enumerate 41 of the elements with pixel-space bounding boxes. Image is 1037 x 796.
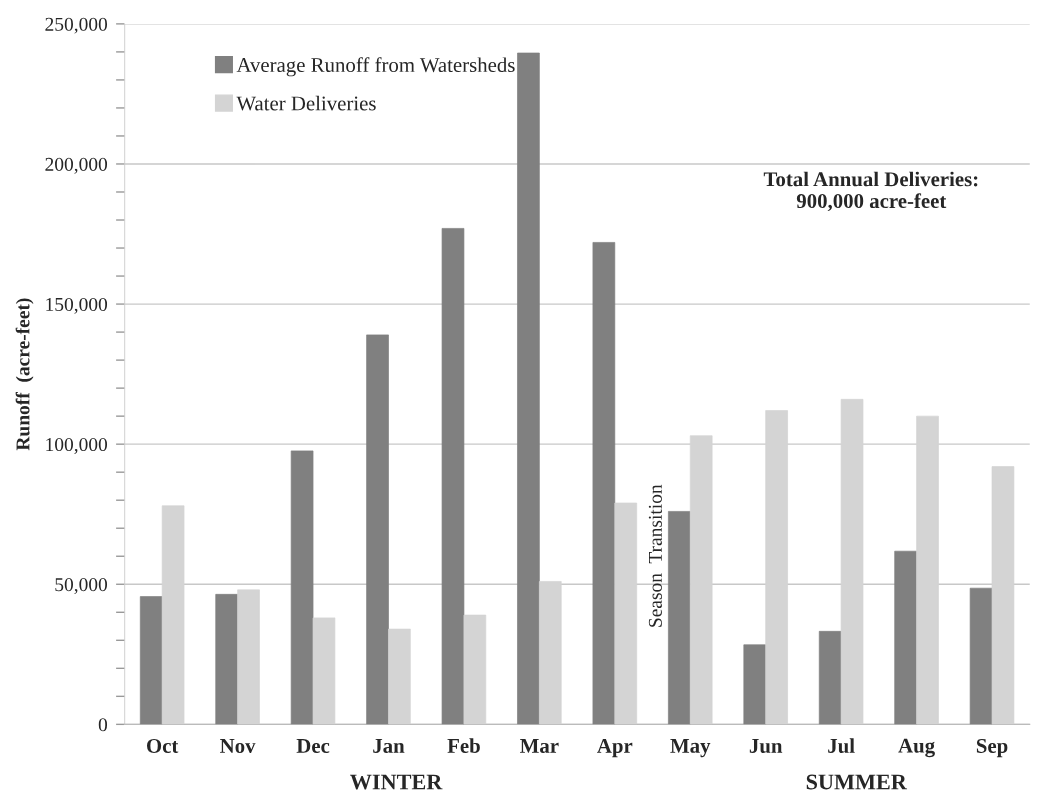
y-tick-label: 0 — [98, 718, 108, 732]
y-tick-label: 50,000 — [55, 578, 108, 594]
x-tick-label: Nov — [220, 739, 256, 753]
x-tick-label: Dec — [296, 739, 330, 753]
bar — [237, 589, 260, 725]
annotation: Season Transition — [648, 484, 662, 627]
x-tick-label: Apr — [597, 738, 633, 758]
bar — [743, 644, 767, 725]
y-axis-title: Runoff (acre-feet) — [15, 298, 34, 451]
bar — [441, 228, 465, 725]
annotation: Total Annual Deliveries: 900,000 acre-feet — [763, 171, 978, 212]
bar — [290, 450, 314, 725]
x-tick-label: Jun — [749, 739, 783, 753]
x-tick-label: Sep — [976, 738, 1008, 758]
x-tick-label: May — [670, 739, 711, 758]
text: WINTER — [350, 774, 443, 790]
bar — [139, 596, 163, 725]
bar — [592, 242, 616, 725]
bar — [969, 587, 993, 725]
bar — [668, 511, 691, 725]
bar — [312, 617, 336, 725]
legend-label: Average Runoff from Watersheds — [236, 57, 515, 77]
y-tick-label: 100,000 — [46, 437, 108, 454]
text: SUMMER — [806, 774, 908, 790]
y-tick-label: 200,000 — [45, 157, 108, 174]
bar — [818, 630, 842, 725]
bar — [463, 614, 487, 725]
x-tick-label: Mar — [520, 739, 559, 753]
y-tick-label: 250,000 — [45, 17, 108, 34]
x-tick-label: Feb — [447, 738, 480, 753]
x-tick-label: Aug — [898, 738, 935, 758]
x-tick-label: Jul — [828, 738, 855, 753]
bar — [366, 334, 389, 725]
legend-label: Water Deliveries — [236, 95, 376, 111]
bar — [215, 594, 238, 725]
bar — [894, 550, 917, 725]
x-tick-label: Jan — [373, 739, 405, 753]
y-tick-label: 150,000 — [46, 297, 108, 314]
bar — [388, 628, 411, 725]
x-tick-label: Oct — [146, 738, 179, 753]
bar — [517, 52, 540, 725]
